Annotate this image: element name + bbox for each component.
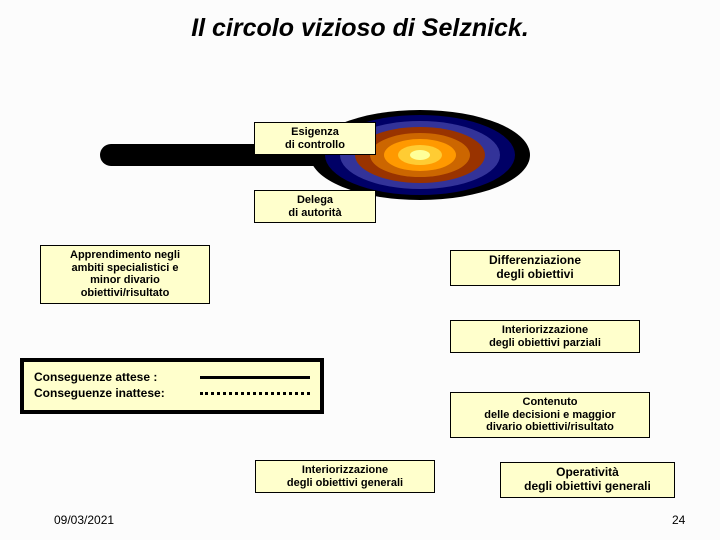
legend-solid-line-icon [200,376,310,379]
slide-title: Il circolo vizioso di Selznick. [0,14,720,43]
legend-dotted-line-icon [200,392,310,395]
box-apprendimento: Apprendimento negliambiti specialistici … [40,245,210,304]
legend-box: Conseguenze attese : Conseguenze inattes… [20,358,324,414]
footer-date: 09/03/2021 [54,513,114,527]
box-operativita-obiettivi: Operativitàdegli obiettivi generali [500,462,675,498]
box-delega-autorita: Delegadi autorità [254,190,376,223]
slide-number: 24 [672,513,685,527]
box-contenuto-decisioni: Contenutodelle decisioni e maggiordivari… [450,392,650,438]
box-interiorizzazione-parziali: Interiorizzazionedegli obiettivi parzial… [450,320,640,353]
box-interiorizzazione-generali: Interiorizzazionedegli obiettivi general… [255,460,435,493]
box-differenziazione-obiettivi: Differenziazionedegli obiettivi [450,250,620,286]
box-esigenza-controllo: Esigenzadi controllo [254,122,376,155]
legend-expected-label: Conseguenze attese : [34,370,194,384]
legend-unexpected-label: Conseguenze inattese: [34,386,194,400]
